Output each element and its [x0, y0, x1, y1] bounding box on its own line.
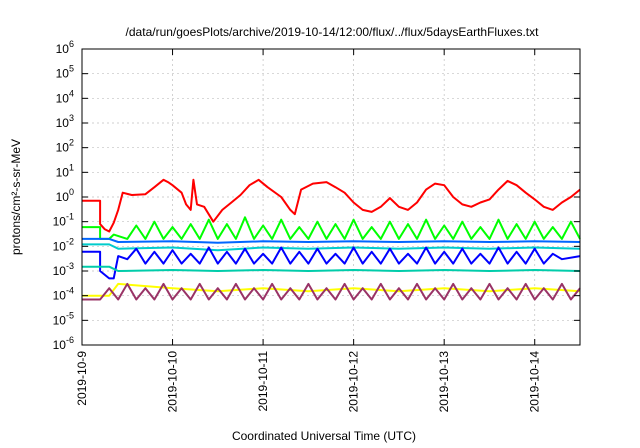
y-tick-label: 101: [56, 162, 74, 179]
y-tick-base: 10: [56, 67, 70, 81]
y-tick-exponent: -1: [66, 212, 74, 222]
x-axis-label: Coordinated Universal Time (UTC): [232, 429, 416, 443]
y-tick-base: 10: [56, 190, 70, 204]
y-tick-base: 10: [56, 116, 70, 130]
y-tick-base: 10: [53, 313, 67, 327]
y-tick-label: 106: [56, 39, 74, 56]
x-tick-label: 2019-10-11: [256, 351, 270, 412]
y-tick-exponent: 6: [69, 39, 74, 49]
y-tick-exponent: -5: [66, 310, 74, 320]
y-tick-exponent: 3: [69, 113, 74, 123]
y-tick-base: 10: [53, 264, 67, 278]
y-tick-base: 10: [53, 338, 67, 352]
y-tick-label: 10-3: [53, 261, 74, 278]
y-tick-exponent: -6: [66, 335, 74, 345]
y-axis-label: protons/cm²-s-sr-MeV: [9, 139, 23, 255]
x-axis-ticks: 2019-10-9 2019-10-10 2019-10-11 2019-10-12 2…: [75, 49, 542, 412]
y-tick-label: 102: [56, 138, 74, 155]
y-tick-base: 10: [56, 91, 70, 105]
y-tick-exponent: -2: [66, 236, 74, 246]
y-tick-label: 10-1: [53, 212, 74, 229]
y-tick-base: 10: [56, 42, 70, 56]
grid-lines: [82, 49, 580, 345]
y-tick-exponent: -3: [66, 261, 74, 271]
x-tick-label: 2019-10-9: [75, 351, 89, 406]
y-tick-label: 104: [56, 88, 74, 105]
series-line-2: [82, 243, 581, 252]
x-tick-label: 2019-10-12: [347, 351, 361, 413]
series-line-4: [82, 246, 581, 280]
y-tick-label: 10-6: [53, 335, 74, 352]
series-line-7: [82, 282, 581, 301]
series-line-5: [82, 265, 581, 272]
x-tick-label: 2019-10-13: [437, 351, 451, 413]
y-tick-exponent: -4: [66, 286, 74, 296]
series-line-6: [82, 282, 581, 297]
chart-title: /data/run/goesPlots/archive/2019-10-14/1…: [126, 25, 540, 39]
plot-frame: [81, 48, 581, 346]
y-tick-base: 10: [53, 215, 67, 229]
y-axis-ticks: 10-610-510-410-310-210-11001011021031041…: [53, 39, 580, 352]
series-line-1: [82, 216, 581, 240]
y-tick-base: 10: [53, 289, 67, 303]
y-tick-exponent: 0: [69, 187, 74, 197]
x-tick-label: 2019-10-14: [528, 351, 542, 413]
x-tick-label: 2019-10-10: [166, 351, 180, 413]
y-tick-exponent: 1: [69, 162, 74, 172]
y-tick-exponent: 4: [69, 88, 74, 98]
series-line-3: [82, 237, 581, 244]
y-tick-label: 103: [56, 113, 74, 130]
y-tick-label: 100: [56, 187, 74, 204]
y-tick-exponent: 2: [69, 138, 74, 148]
y-tick-base: 10: [53, 239, 67, 253]
series-group: [82, 178, 581, 301]
y-tick-exponent: 5: [69, 64, 74, 74]
y-tick-base: 10: [56, 141, 70, 155]
y-tick-base: 10: [56, 165, 70, 179]
series-line-0: [82, 178, 581, 233]
y-tick-label: 10-5: [53, 310, 74, 327]
y-tick-label: 10-4: [53, 286, 74, 303]
y-tick-label: 105: [56, 64, 74, 81]
y-tick-label: 10-2: [53, 236, 74, 253]
